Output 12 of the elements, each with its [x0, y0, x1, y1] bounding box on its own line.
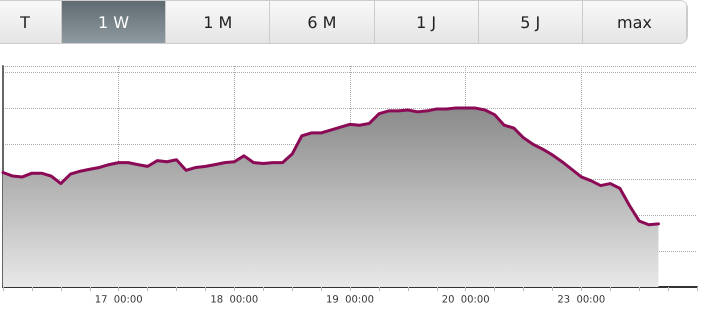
tab-button: 1 J: [374, 1, 479, 43]
x-tick-label: 20 00:00: [442, 294, 490, 306]
tab-button: T: [0, 1, 62, 43]
tab-button: 1 W: [62, 1, 166, 43]
tab-button: 6 M: [270, 1, 375, 43]
x-tick-label: 19 00:00: [326, 294, 374, 306]
tab-button: 5 J: [478, 1, 583, 43]
tab-button: 1 M: [166, 1, 270, 43]
x-tick-label: 17 00:00: [94, 294, 143, 306]
x-tick-label: 18 00:00: [210, 294, 258, 306]
x-tick-label: 23 00:00: [557, 294, 606, 306]
tab-button: max: [582, 1, 687, 43]
